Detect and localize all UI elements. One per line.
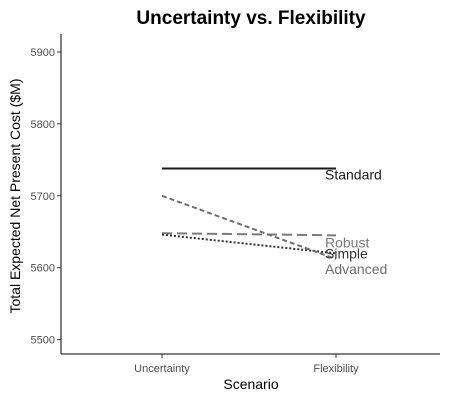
y-tick-label: 5900 — [31, 47, 55, 59]
y-tick-label: 5500 — [31, 335, 55, 347]
series-label-standard: Standard — [325, 166, 382, 182]
x-tick-label: Uncertainty — [134, 363, 190, 375]
series-lines — [162, 168, 336, 259]
y-tick-label: 5600 — [31, 263, 55, 275]
y-axis-title: Total Expected Net Present Cost ($M) — [7, 79, 23, 314]
series-line-robust — [162, 233, 336, 235]
x-tick-label: Flexibility — [313, 363, 359, 375]
x-axis-title: Scenario — [223, 376, 278, 392]
chart-title: Uncertainty vs. Flexibility — [136, 8, 366, 29]
y-tick-label: 5800 — [31, 119, 55, 131]
series-line-simple — [162, 235, 336, 254]
axes: 5500 5600 5700 5800 5900 Uncertainty Flexibili… — [31, 34, 440, 375]
y-tick-label: 5700 — [31, 191, 55, 203]
series-label-advanced: Advanced — [325, 261, 387, 277]
series-label-simple: Simple — [325, 245, 368, 261]
